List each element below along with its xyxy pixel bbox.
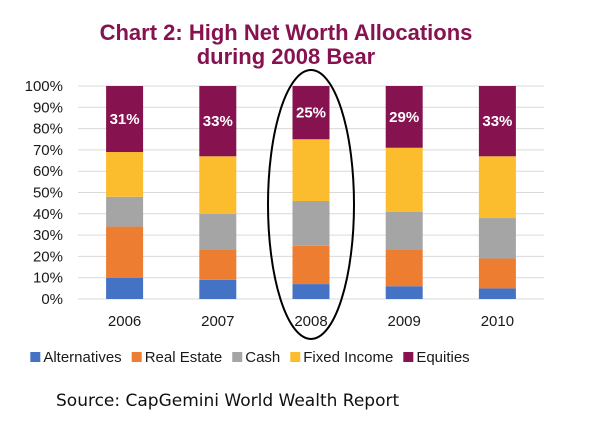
legend-swatch — [131, 352, 142, 362]
bar-segment-fixed-income — [106, 152, 144, 197]
y-tick-label: 70% — [33, 142, 63, 159]
bar-segment-cash — [385, 211, 423, 251]
bar-segment-equities — [478, 86, 516, 157]
bar-segment-fixed-income — [199, 156, 237, 214]
y-tick-label: 100% — [25, 78, 63, 95]
x-axis-ticks: 2006 2007 2008 2009 2010 — [108, 313, 514, 330]
bar-segment-alternatives — [292, 284, 330, 299]
bar-segment-cash — [199, 213, 237, 251]
y-tick-label: 40% — [33, 206, 63, 223]
x-tick-label: 2010 — [481, 313, 514, 330]
y-axis-ticks: 0% 10% 20% 30% 40% 50% 60% 70% 80% 90% 100% — [25, 78, 63, 308]
bar-segment-alternatives — [106, 277, 144, 299]
highlight-ellipse-2008 — [267, 69, 355, 340]
legend-item-real-estate: Real Estate — [131, 349, 223, 366]
bar-segment-cash — [292, 201, 330, 246]
legend-item-equities: Equities — [403, 349, 470, 366]
y-tick-label: 60% — [33, 163, 63, 180]
bar-segment-real-estate — [478, 258, 516, 289]
x-tick-label: 2006 — [108, 313, 141, 330]
bar-segment-equities — [292, 86, 330, 140]
y-tick-label: 20% — [33, 248, 63, 265]
bar-segment-real-estate — [106, 226, 144, 278]
legend-item-fixed-income: Fixed Income — [290, 349, 393, 366]
legend-swatch — [232, 352, 243, 362]
data-label: 25% — [296, 105, 326, 122]
legend-label: Equities — [416, 349, 469, 366]
legend-label: Fixed Income — [303, 349, 393, 366]
source-note: Source: CapGemini World Wealth Report — [56, 391, 399, 411]
bar-segment-equities — [385, 86, 423, 148]
bar-stack-2009 — [385, 86, 423, 299]
x-tick-label: 2009 — [388, 313, 421, 330]
bar-stack-2008 — [292, 86, 330, 299]
chart-title: Chart 2: High Net Worth Allocations duri… — [100, 20, 473, 69]
bar-segment-fixed-income — [385, 147, 423, 212]
legend-label: Cash — [245, 349, 280, 366]
bar-segment-real-estate — [385, 250, 423, 287]
legend-swatch — [290, 352, 301, 362]
legend-swatch — [30, 352, 41, 362]
bar-segment-cash — [478, 218, 516, 259]
bar-segment-real-estate — [199, 250, 237, 280]
legend: Alternatives Real Estate Cash Fixed Income E… — [30, 349, 470, 366]
bar-stack-2010 — [478, 86, 516, 299]
data-label: 33% — [482, 113, 512, 130]
bar-segment-fixed-income — [292, 139, 330, 202]
chart-title-line-2: during 2008 Bear — [197, 44, 376, 69]
bar-stack-2006 — [106, 86, 144, 299]
legend-swatch — [403, 352, 414, 362]
bars — [106, 86, 516, 299]
data-label: 31% — [110, 111, 140, 128]
y-tick-label: 30% — [33, 227, 63, 244]
bar-segment-alternatives — [199, 279, 237, 299]
bar-segment-alternatives — [385, 286, 423, 299]
y-tick-label: 10% — [33, 270, 63, 287]
bar-segment-alternatives — [478, 288, 516, 299]
legend-item-cash: Cash — [232, 349, 280, 366]
y-tick-label: 0% — [41, 291, 63, 308]
x-tick-label: 2007 — [201, 313, 234, 330]
data-label: 29% — [389, 109, 419, 126]
data-labels: 31% 33% 25% 29% 33% — [110, 105, 513, 131]
legend-label: Alternatives — [43, 349, 121, 366]
y-tick-label: 80% — [33, 121, 63, 138]
y-tick-label: 90% — [33, 99, 63, 116]
bar-segment-real-estate — [292, 245, 330, 285]
x-tick-label: 2008 — [294, 313, 327, 330]
bar-segment-equities — [106, 86, 144, 153]
bar-segment-fixed-income — [478, 156, 516, 219]
chart-title-line-1: Chart 2: High Net Worth Allocations — [100, 20, 473, 45]
bar-segment-cash — [106, 196, 144, 227]
data-label: 33% — [203, 113, 233, 130]
legend-item-alternatives: Alternatives — [30, 349, 122, 366]
bar-stack-2007 — [199, 86, 237, 299]
legend-label: Real Estate — [145, 349, 223, 366]
y-tick-label: 50% — [33, 185, 63, 202]
bar-segment-equities — [199, 86, 237, 157]
